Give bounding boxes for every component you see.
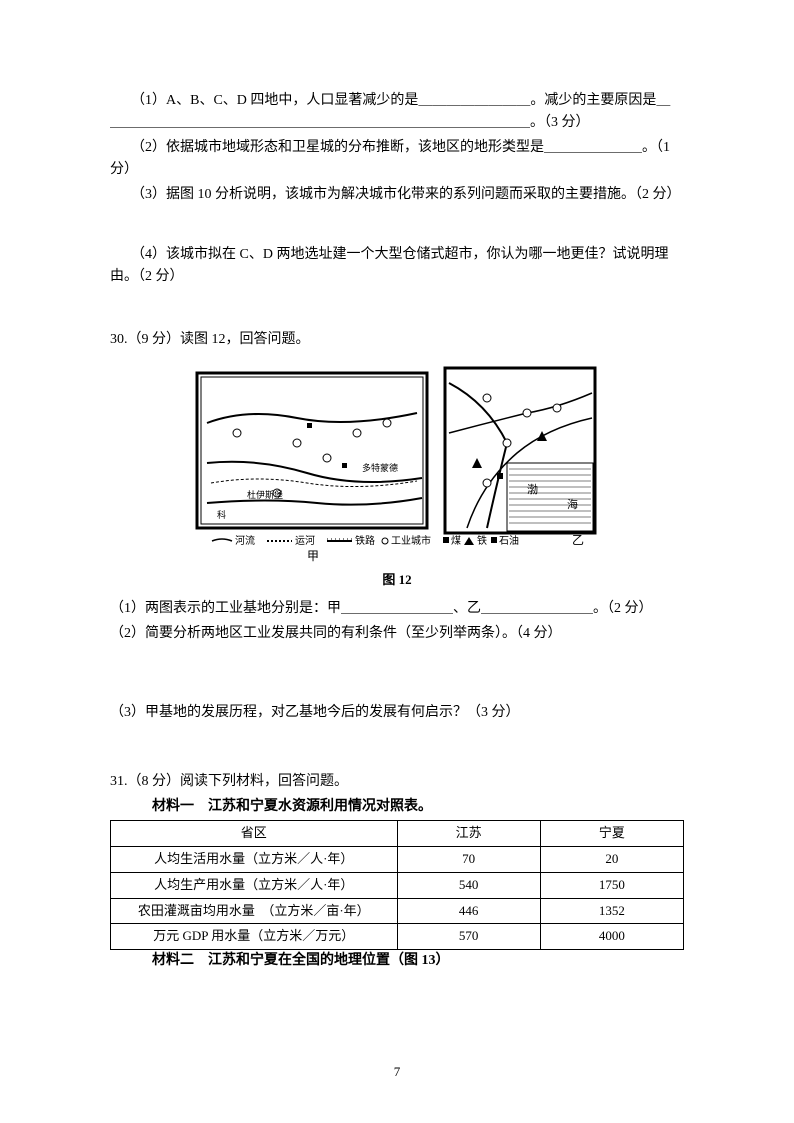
q29-part4: （4）该城市拟在 C、D 两地选址建一个大型仓储式超市，你认为哪一地更佳？试说明… (110, 244, 684, 289)
question-29: （1）A、B、C、D 四地中，人口显著减少的是＿＿＿＿＿＿＿＿。减少的主要原因是… (110, 90, 684, 289)
q29-part3: （3）据图 10 分析说明，该城市为解决城市化带来的系列问题而采取的主要措施。（… (110, 184, 684, 206)
svg-text:杜伊斯堡: 杜伊斯堡 (247, 489, 283, 500)
table-cell: 570 (397, 924, 540, 950)
q30-header: 30.（9 分）读图 12，回答问题。 (110, 329, 684, 351)
svg-text:煤: 煤 (451, 534, 461, 547)
table-cell: 人均生产用水量（立方米／人·年） (111, 872, 398, 898)
question-31: 31.（8 分）阅读下列材料，回答问题。 材料一 江苏和宁夏水资源利用情况对照表… (110, 771, 684, 972)
q30-part3: （3）甲基地的发展历程，对乙基地今后的发展有何启示？（3 分） (110, 702, 684, 724)
table-header-row: 省区 江苏 宁夏 (111, 821, 684, 847)
q31-material1-title: 材料一 江苏和宁夏水资源利用情况对照表。 (110, 796, 684, 818)
svg-text:工业城市: 工业城市 (391, 534, 431, 547)
question-30: 30.（9 分）读图 12，回答问题。 (110, 329, 684, 725)
svg-text:铁: 铁 (477, 534, 487, 547)
water-usage-table: 省区 江苏 宁夏 人均生活用水量（立方米／人·年） 70 20 人均生产用水量（… (110, 820, 684, 950)
document-page: （1）A、B、C、D 四地中，人口显著减少的是＿＿＿＿＿＿＿＿。减少的主要原因是… (0, 0, 794, 1123)
svg-text:石油: 石油 (499, 534, 519, 547)
table-cell: 20 (540, 847, 683, 873)
svg-text:科: 科 (217, 509, 226, 520)
q31-header: 31.（8 分）阅读下列材料，回答问题。 (110, 771, 684, 793)
svg-text:渤: 渤 (527, 483, 538, 496)
q30-part2: （2）简要分析两地区工业发展共同的有利条件（至少列举两条）。（4 分） (110, 623, 684, 645)
table-cell: 1750 (540, 872, 683, 898)
table-row: 农田灌溉亩均用水量 （立方米／亩·年） 446 1352 (111, 898, 684, 924)
table-header-cell: 省区 (111, 821, 398, 847)
q29-part2: （2）依据城市地域形态和卫星城的分布推断，该地区的地形类型是＿＿＿＿＿＿＿。（1… (110, 137, 684, 182)
page-number: 7 (0, 1062, 794, 1083)
table-header-cell: 宁夏 (540, 821, 683, 847)
svg-text:铁路: 铁路 (355, 534, 375, 547)
figure-12-caption: 图 12 (110, 570, 684, 591)
q30-part1: （1）两图表示的工业基地分别是：甲＿＿＿＿＿＿＿＿、乙＿＿＿＿＿＿＿＿。（2 分… (110, 598, 684, 620)
svg-text:运河: 运河 (295, 535, 315, 547)
table-cell: 1352 (540, 898, 683, 924)
q29-part1: （1）A、B、C、D 四地中，人口显著减少的是＿＿＿＿＿＿＿＿。减少的主要原因是… (110, 90, 684, 135)
table-cell: 70 (397, 847, 540, 873)
svg-text:海: 海 (567, 497, 578, 511)
table-cell: 万元 GDP 用水量（立方米／万元） (111, 924, 398, 950)
figure-12: 杜伊斯堡 多特蒙德 科 (110, 363, 684, 590)
figure-left-label: 甲 (307, 549, 319, 563)
table-row: 人均生活用水量（立方米／人·年） 70 20 (111, 847, 684, 873)
q31-material2-title: 材料二 江苏和宁夏在全国的地理位置（图 13） (110, 950, 684, 972)
table-cell: 540 (397, 872, 540, 898)
table-row: 人均生产用水量（立方米／人·年） 540 1750 (111, 872, 684, 898)
table-cell: 农田灌溉亩均用水量 （立方米／亩·年） (111, 898, 398, 924)
table-header-cell: 江苏 (397, 821, 540, 847)
table-cell: 4000 (540, 924, 683, 950)
table-cell: 人均生活用水量（立方米／人·年） (111, 847, 398, 873)
svg-text:河流: 河流 (235, 534, 255, 547)
table-row: 万元 GDP 用水量（立方米／万元） 570 4000 (111, 924, 684, 950)
map-figure-svg: 杜伊斯堡 多特蒙德 科 (187, 363, 607, 563)
figure-right-label: 乙 (572, 533, 584, 547)
svg-text:多特蒙德: 多特蒙德 (362, 462, 398, 473)
table-cell: 446 (397, 898, 540, 924)
